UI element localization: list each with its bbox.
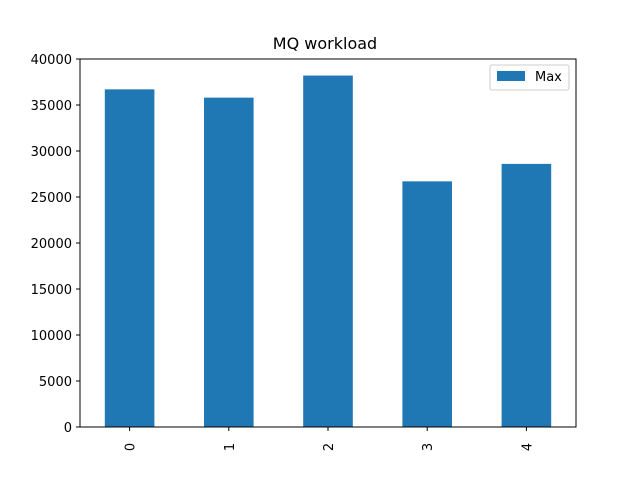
y-axis: 0 5000 10000 15000 20000 25000 30000 35000 40000	[31, 53, 80, 436]
y-tick-label: 5000	[39, 375, 72, 390]
y-tick-label: 35000	[31, 99, 72, 114]
y-tick-label: 40000	[31, 53, 72, 68]
x-tick-label: 0	[124, 443, 139, 451]
bar-4	[501, 163, 552, 427]
y-tick-label: 20000	[31, 237, 72, 252]
x-axis: 0 1 2 3 4	[124, 427, 535, 451]
bars-layer	[104, 75, 552, 428]
y-tick-label: 0	[64, 421, 72, 436]
x-tick-label: 3	[421, 443, 436, 451]
legend-swatch-max	[497, 71, 525, 81]
bar-0	[104, 89, 155, 428]
bar-2	[303, 75, 353, 427]
y-tick-label: 30000	[31, 145, 72, 160]
bar-1	[204, 97, 254, 427]
y-tick-label: 10000	[31, 329, 72, 344]
x-tick-label: 2	[322, 443, 337, 451]
x-tick-label: 4	[520, 443, 535, 451]
y-tick-label: 15000	[31, 283, 72, 298]
chart-title: MQ workload	[273, 34, 377, 53]
x-tick-label: 1	[223, 443, 238, 451]
legend: Max	[489, 64, 570, 91]
plot-frame	[79, 58, 577, 428]
legend-label-max: Max	[535, 70, 562, 85]
bar-3	[402, 181, 452, 427]
y-tick-label: 25000	[31, 191, 72, 206]
